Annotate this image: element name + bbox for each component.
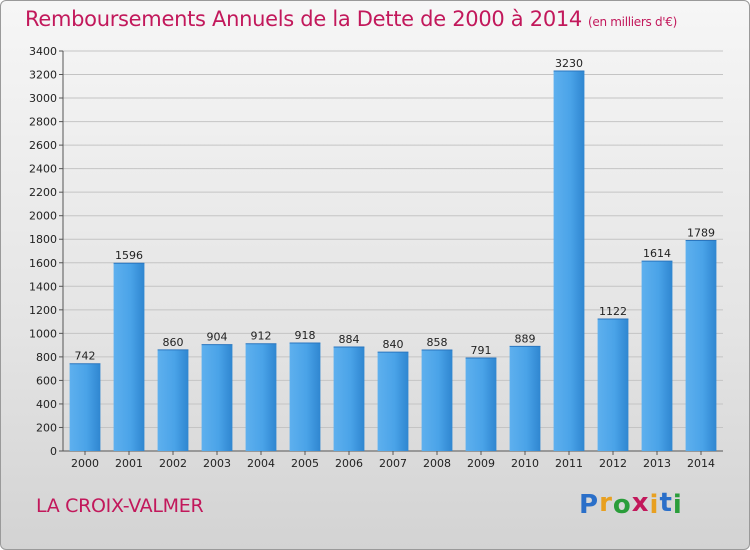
chart-title-text: Remboursements Annuels de la Dette de 20… — [25, 7, 582, 31]
bar-value-label: 3230 — [555, 57, 583, 70]
bar — [597, 319, 629, 451]
bar-value-label: 1596 — [115, 249, 143, 262]
bar-value-label: 742 — [75, 350, 96, 363]
y-tick-label: 2000 — [29, 210, 57, 223]
x-tick-label: 2004 — [247, 457, 275, 470]
logo-letter: t — [659, 488, 673, 518]
x-tick-label: 2010 — [511, 457, 539, 470]
x-tick-label: 2013 — [643, 457, 671, 470]
logo-letter: x — [631, 488, 650, 518]
bar-value-label: 858 — [427, 336, 448, 349]
bar-value-label: 791 — [471, 344, 492, 357]
bar — [465, 357, 497, 451]
y-tick-label: 1200 — [29, 304, 57, 317]
bar-value-label: 904 — [207, 331, 228, 344]
x-tick-label: 2008 — [423, 457, 451, 470]
y-tick-label: 2800 — [29, 116, 57, 129]
x-tick-label: 2005 — [291, 457, 319, 470]
logo-letter: i — [672, 490, 683, 520]
bar — [201, 344, 233, 451]
bar-value-label: 1789 — [687, 227, 715, 240]
chart-unit-label: (en milliers d'€) — [588, 15, 678, 29]
bar — [245, 343, 277, 451]
x-tick-label: 2006 — [335, 457, 363, 470]
bar — [641, 261, 673, 451]
x-tick-label: 2001 — [115, 457, 143, 470]
y-tick-label: 2200 — [29, 186, 57, 199]
y-tick-label: 3400 — [29, 45, 57, 58]
x-tick-label: 2011 — [555, 457, 583, 470]
y-tick-label: 1400 — [29, 280, 57, 293]
labels: 0 200 400 600 800 1000 1200 1400 1600 1800 2000 220… — [29, 45, 715, 470]
y-tick-label: 800 — [36, 351, 57, 364]
bar — [333, 347, 365, 451]
logo-letter: P — [579, 490, 600, 520]
bar — [553, 71, 585, 451]
bar-value-label: 860 — [163, 336, 184, 349]
chart-title: Remboursements Annuels de la Dette de 20… — [25, 7, 677, 31]
bar — [509, 346, 541, 451]
bar — [421, 350, 453, 451]
bar-value-label: 1122 — [599, 305, 627, 318]
y-tick-label: 600 — [36, 374, 57, 387]
x-tick-label: 2012 — [599, 457, 627, 470]
bar — [69, 363, 101, 451]
bar-value-label: 884 — [339, 333, 360, 346]
x-tick-label: 2003 — [203, 457, 231, 470]
bar-value-label: 918 — [295, 329, 316, 342]
y-tick-label: 400 — [36, 398, 57, 411]
x-tick-label: 2009 — [467, 457, 495, 470]
y-tick-label: 3200 — [29, 69, 57, 82]
bar-value-label: 889 — [515, 332, 536, 345]
bar-value-label: 840 — [383, 338, 404, 351]
bar — [157, 349, 189, 451]
proxiti-logo: Proxiti — [579, 488, 683, 520]
y-tick-label: 1600 — [29, 257, 57, 270]
commune-name: LA CROIX-VALMER — [36, 495, 204, 517]
y-tick-label: 200 — [36, 421, 57, 434]
bar-value-label: 1614 — [643, 247, 671, 260]
x-tick-label: 2002 — [159, 457, 187, 470]
y-tick-label: 3000 — [29, 92, 57, 105]
logo-letter: r — [599, 488, 613, 518]
bars — [69, 70, 717, 451]
bar — [685, 240, 717, 451]
bar — [377, 352, 409, 451]
logo-letter: i — [649, 490, 660, 520]
bar — [289, 343, 321, 451]
x-tick-label: 2007 — [379, 457, 407, 470]
y-tick-label: 1000 — [29, 327, 57, 340]
x-tick-label: 2014 — [687, 457, 715, 470]
bar — [113, 263, 145, 451]
y-tick-label: 0 — [50, 445, 57, 458]
x-tick-label: 2000 — [71, 457, 99, 470]
logo-letter: o — [612, 490, 632, 520]
y-tick-label: 2400 — [29, 163, 57, 176]
y-tick-label: 2600 — [29, 139, 57, 152]
y-tick-label: 1800 — [29, 233, 57, 246]
bar-value-label: 912 — [251, 330, 272, 343]
